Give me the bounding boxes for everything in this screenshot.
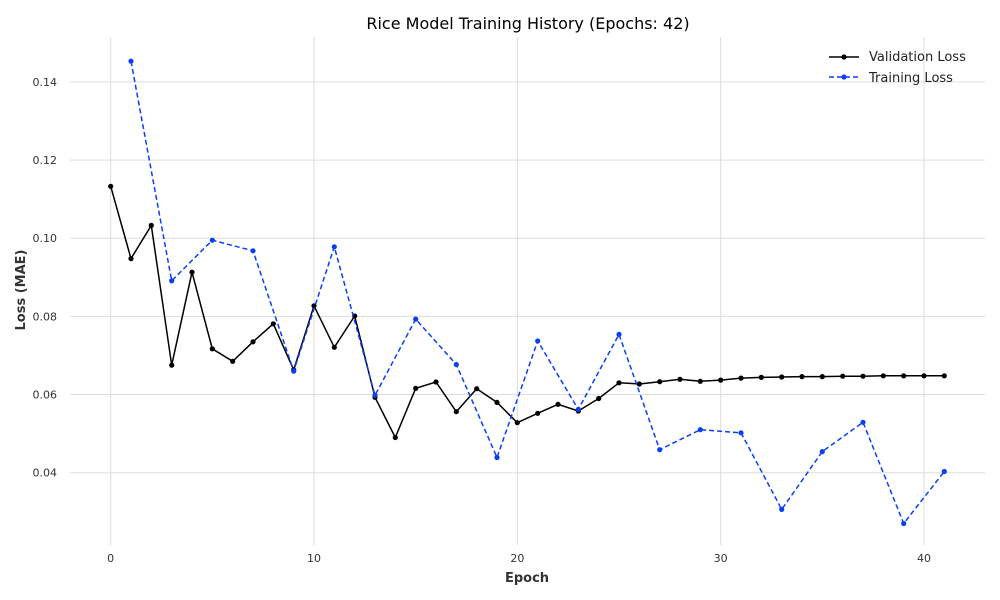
y-tick-label: 0.12 — [33, 154, 58, 167]
validation-loss-point — [840, 373, 846, 379]
validation-loss-point — [250, 339, 256, 345]
validation-loss-point — [718, 377, 724, 383]
validation-loss-point — [494, 399, 500, 405]
training-loss-point — [657, 447, 663, 453]
x-tick-label: 0 — [107, 552, 114, 565]
training-loss-point — [535, 338, 541, 344]
training-loss-point — [209, 237, 215, 243]
x-axis-label: Epoch — [505, 571, 549, 586]
legend-label-training: Training Loss — [868, 71, 953, 86]
training-loss-point — [372, 392, 378, 398]
validation-loss-point — [433, 379, 439, 385]
training-loss-point — [860, 419, 866, 425]
validation-loss-point — [392, 434, 398, 441]
validation-loss-point — [799, 374, 805, 380]
training-loss-point — [128, 58, 134, 64]
training-loss-point — [738, 430, 744, 436]
validation-loss-point — [738, 375, 744, 381]
validation-loss-point — [555, 401, 561, 407]
legend: Validation Loss Training Loss — [829, 50, 966, 86]
legend-label-validation: Validation Loss — [869, 50, 966, 65]
training-loss-point — [413, 316, 419, 322]
training-loss-point — [250, 248, 256, 254]
validation-loss-point — [413, 385, 419, 391]
validation-loss-point — [758, 374, 764, 380]
validation-loss-point — [148, 222, 154, 228]
validation-loss-point — [677, 376, 683, 382]
training-loss-point — [941, 468, 947, 475]
y-axis-ticks: 0.04 0.06 0.08 0.10 0.12 0.14 — [33, 76, 58, 480]
training-loss-point — [901, 520, 907, 527]
grid — [70, 37, 985, 545]
training-loss-point — [291, 368, 297, 374]
validation-loss-point — [331, 344, 337, 350]
training-loss-point — [331, 244, 337, 250]
validation-loss-point — [189, 269, 195, 275]
validation-loss-point — [270, 321, 276, 327]
training-loss-point — [575, 406, 581, 412]
y-axis-label: Loss (MAE) — [14, 250, 29, 331]
validation-loss-point — [941, 373, 947, 379]
validation-loss-point — [921, 373, 927, 379]
legend-marker-training — [841, 74, 847, 80]
validation-loss-point — [697, 378, 703, 384]
training-loss-point — [819, 449, 825, 455]
validation-loss-point — [901, 373, 907, 379]
x-tick-label: 40 — [917, 552, 931, 565]
chart-title: Rice Model Training History (Epochs: 42) — [366, 14, 689, 33]
training-loss-point — [453, 361, 459, 368]
training-loss-point — [494, 454, 500, 461]
validation-loss-point — [128, 256, 134, 262]
validation-loss-point — [514, 420, 520, 426]
validation-loss-point — [108, 183, 114, 189]
validation-loss-point — [230, 358, 236, 364]
x-axis-ticks: 0 10 20 30 40 — [107, 552, 931, 565]
validation-loss-point — [209, 346, 215, 352]
training-loss-point — [616, 331, 622, 337]
y-tick-label: 0.14 — [33, 76, 58, 89]
series-layer — [108, 58, 947, 527]
validation-loss-point — [596, 395, 602, 402]
validation-loss-point — [880, 373, 886, 379]
training-loss-point — [779, 506, 785, 512]
validation-loss-point — [779, 374, 785, 380]
validation-loss-point — [453, 409, 459, 415]
validation-loss-point — [819, 374, 825, 380]
validation-loss-point — [535, 410, 541, 416]
training-loss-point — [169, 278, 175, 284]
y-tick-label: 0.08 — [33, 310, 58, 323]
validation-loss-point — [636, 381, 642, 387]
validation-loss-line — [109, 186, 945, 439]
y-tick-label: 0.04 — [33, 467, 58, 480]
x-tick-label: 30 — [714, 552, 728, 565]
validation-loss-point — [657, 379, 663, 385]
validation-loss-point — [311, 303, 317, 309]
validation-loss-point — [616, 380, 622, 386]
y-tick-label: 0.10 — [33, 232, 58, 245]
validation-loss-point — [169, 362, 175, 368]
validation-loss-point — [474, 386, 480, 392]
legend-marker-validation — [841, 54, 847, 60]
x-tick-label: 20 — [510, 552, 524, 565]
x-tick-label: 10 — [307, 552, 321, 565]
y-tick-label: 0.06 — [33, 389, 58, 402]
training-loss-point — [697, 427, 703, 433]
validation-loss-point — [860, 373, 866, 379]
